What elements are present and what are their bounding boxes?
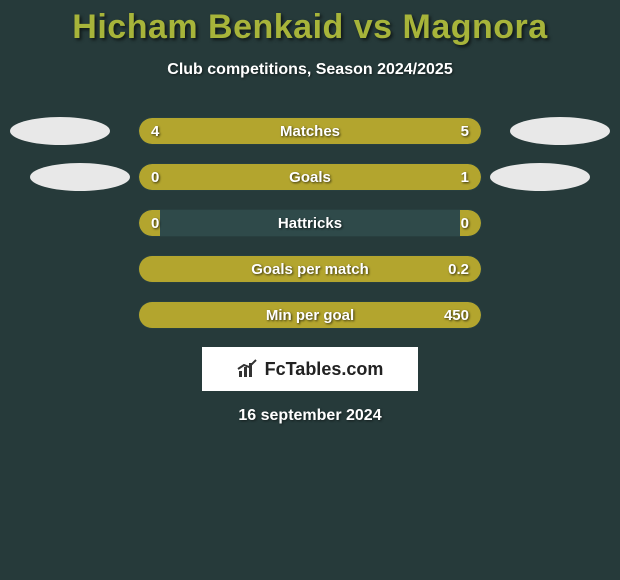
stat-label: Hattricks <box>139 210 481 236</box>
bar-track: 45Matches <box>138 117 482 145</box>
bar-right <box>139 302 481 328</box>
player-left-ellipse <box>10 117 110 145</box>
stat-row: 0 0Hattricks <box>0 209 620 237</box>
stat-value-right: 450 <box>444 302 469 328</box>
stat-value-right: 5 <box>461 118 469 144</box>
page-title: Hicham Benkaid vs Magnora <box>0 0 620 47</box>
stat-value-left: 4 <box>151 118 159 144</box>
stat-value-left: 0 <box>151 210 159 236</box>
bar-track: 0.2Goals per match <box>138 255 482 283</box>
stat-value-left: 0 <box>151 164 159 190</box>
chart-icon <box>237 359 259 379</box>
bar-right <box>207 164 481 190</box>
bar-track: 0 0Hattricks <box>138 209 482 237</box>
stat-row: 450Min per goal <box>0 301 620 329</box>
stat-row: 01Goals <box>0 163 620 191</box>
stat-row: 0.2Goals per match <box>0 255 620 283</box>
player-right-ellipse <box>510 117 610 145</box>
player-left-ellipse <box>30 163 130 191</box>
bar-right <box>139 256 481 282</box>
bar-left <box>139 118 289 144</box>
stat-row: 45Matches <box>0 117 620 145</box>
bar-right <box>289 118 481 144</box>
bar-left <box>139 164 207 190</box>
footer-date: 16 september 2024 <box>0 407 620 425</box>
stat-value-right: 1 <box>461 164 469 190</box>
comparison-chart: 45Matches01Goals00Hattricks0.2Goals per … <box>0 117 620 329</box>
page-subtitle: Club competitions, Season 2024/2025 <box>0 61 620 79</box>
bar-track: 450Min per goal <box>138 301 482 329</box>
bar-track: 01Goals <box>138 163 482 191</box>
footer-logo: FcTables.com <box>202 347 418 391</box>
player-right-ellipse <box>490 163 590 191</box>
stat-value-right: 0.2 <box>448 256 469 282</box>
stat-value-right: 0 <box>461 210 469 236</box>
footer-logo-text: FcTables.com <box>265 359 384 380</box>
